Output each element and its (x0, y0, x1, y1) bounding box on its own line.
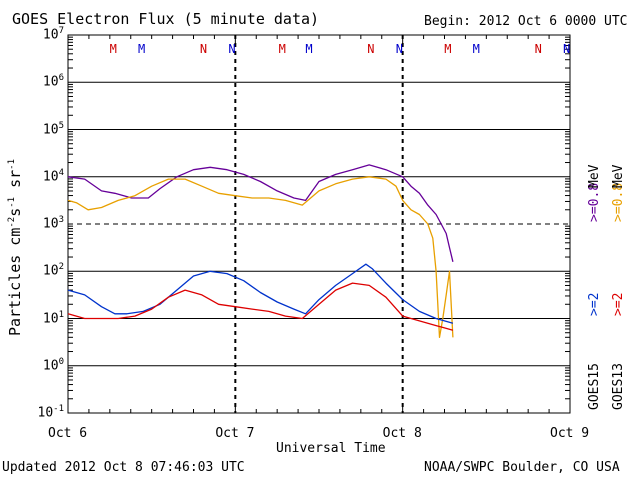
series-group (67, 164, 454, 339)
y-tick-label: 103 (43, 215, 64, 231)
marker-label: N (228, 42, 235, 56)
ylabel-sup1: -2 (7, 216, 17, 228)
legend-g13-low: >=2 (611, 293, 626, 316)
marker-label: M (444, 42, 451, 56)
series-line-3 (67, 282, 454, 331)
marker-label: M (473, 42, 480, 56)
chart-title: GOES Electron Flux (5 minute data) (12, 10, 320, 28)
legend-g13-high: >=0.8 (611, 183, 626, 222)
gridlines (68, 36, 570, 400)
y-tick-exp: 7 (58, 26, 64, 36)
marker-label: M (110, 42, 117, 56)
ylabel-base: Particles cm (6, 227, 24, 336)
series-line-0 (67, 164, 454, 262)
y-tick-label: 106 (43, 73, 64, 89)
y-tick-exp: 1 (58, 309, 64, 320)
ylabel-mid1: s (6, 207, 24, 217)
ylabel-mid2: sr (6, 169, 24, 188)
legend-g15-high: >=0.8 (587, 183, 602, 222)
legend-unit-g13-label: MeV (611, 164, 626, 188)
x-tick-label: Oct 9 (550, 426, 590, 441)
y-tick-label: 10-1 (38, 404, 65, 420)
legend-unit-g15: MeV (587, 165, 602, 188)
y-tick-label: 100 (43, 357, 64, 373)
y-axis-label: Particles cm-2s-1 sr-1 (6, 159, 24, 336)
marker-label: M (138, 42, 145, 56)
updated-timestamp: Updated 2012 Oct 8 07:46:03 UTC (2, 460, 245, 475)
y-tick-base: 10 (42, 216, 59, 232)
y-tick-label: 104 (43, 168, 64, 184)
y-tick-exp: 6 (58, 73, 64, 84)
x-tick-label: Oct 7 (215, 426, 255, 441)
legend-unit-g15-label: MeV (587, 164, 602, 188)
y-tick-exp: 0 (58, 356, 64, 367)
marker-label: M (305, 42, 312, 56)
y-tick-base: 10 (37, 405, 54, 421)
marker-label: N (200, 42, 207, 56)
y-tick-base: 10 (42, 169, 59, 185)
marker-label: N (563, 42, 570, 56)
marker-label: M (279, 42, 286, 56)
x-tick-label: Oct 6 (48, 426, 88, 441)
legend-g15-low: >=2 (587, 293, 602, 316)
x-ticks (67, 35, 571, 413)
legend-g13-low-label: >=2 (611, 292, 626, 316)
legend-unit-g13: MeV (611, 165, 626, 188)
y-tick-base: 10 (42, 74, 59, 90)
y-tick-base: 10 (42, 121, 59, 137)
marker-label: N (367, 42, 374, 56)
y-tick-label: 107 (43, 26, 64, 42)
x-axis-label: Universal Time (276, 441, 386, 456)
y-tick-exp: 4 (58, 167, 64, 178)
legend-goes15: GOES15 (587, 363, 602, 410)
legend-g15-high-label: >=0.8 (587, 182, 602, 222)
marker-label: N (535, 42, 542, 56)
y-tick-exp: 3 (58, 215, 64, 225)
day-dividers (234, 35, 404, 413)
x-tick-label: Oct 8 (382, 426, 422, 441)
ylabel-sup3: -1 (7, 158, 17, 170)
legend-g13-high-label: >=0.8 (611, 182, 626, 222)
y-tick-label: 102 (43, 262, 64, 278)
y-tick-exp: -1 (53, 404, 64, 414)
y-tick-base: 10 (42, 27, 59, 43)
y-tick-exp: 2 (58, 262, 64, 273)
series-line-1 (67, 176, 454, 339)
y-tick-exp: 5 (58, 120, 64, 131)
y-tick-base: 10 (42, 358, 59, 374)
series-line-2 (67, 263, 454, 324)
legend-goes13: GOES13 (611, 363, 626, 410)
legend-g15-low-label: >=2 (587, 292, 602, 316)
y-tick-label: 101 (43, 310, 64, 326)
source-credit: NOAA/SWPC Boulder, CO USA (424, 460, 620, 475)
begin-label: Begin: 2012 Oct 6 0000 UTC (424, 14, 628, 29)
y-tick-label: 105 (43, 121, 64, 137)
y-tick-base: 10 (42, 310, 59, 326)
y-tick-base: 10 (42, 263, 59, 279)
marker-label: N (396, 42, 403, 56)
legend-goes15-label: GOES15 (587, 363, 602, 410)
ylabel-sup2: -1 (7, 196, 17, 208)
legend-goes13-label: GOES13 (611, 363, 626, 410)
